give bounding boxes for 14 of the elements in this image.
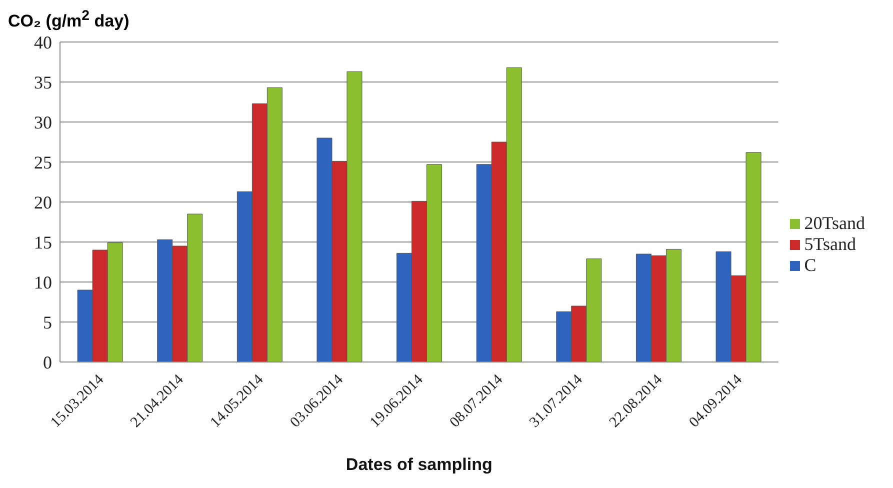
y-axis-title: CO₂ (g/m$^{2}$ day)	[8, 8, 130, 32]
x-axis-title: Dates of sampling	[346, 455, 492, 474]
y-tick-label: 0	[43, 352, 52, 372]
legend-label: C	[804, 254, 816, 274]
y-tick-label: 40	[34, 32, 52, 52]
y-tick-label: 15	[34, 232, 52, 252]
y-tick-label: 10	[34, 272, 52, 292]
y-tick-label: 25	[34, 152, 52, 172]
y-tick-label: 5	[43, 312, 52, 332]
legend-label: 20Tsand	[804, 212, 865, 232]
legend-label: 5Tsand	[804, 234, 856, 254]
y-tick-label: 35	[34, 72, 52, 92]
y-tick-label: 30	[34, 112, 52, 132]
y-tick-label: 20	[34, 192, 52, 212]
